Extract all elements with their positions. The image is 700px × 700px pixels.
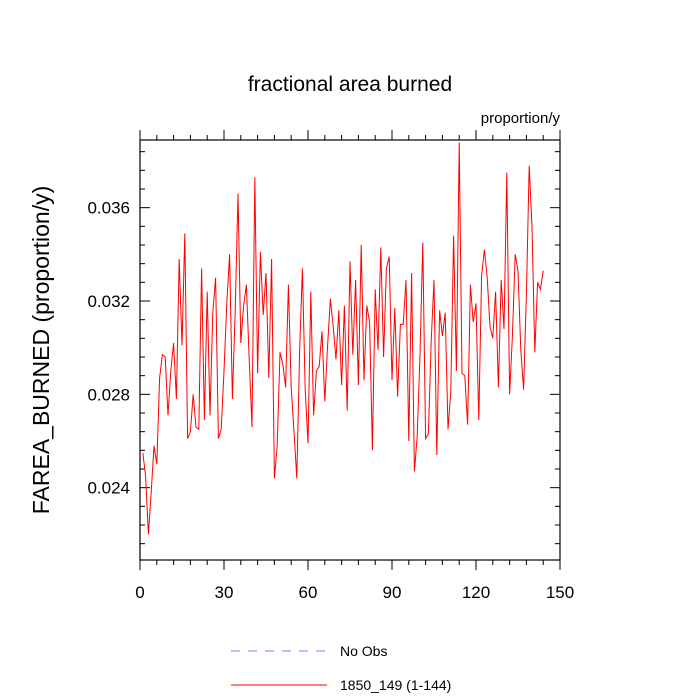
- legend: No Obs 1850_149 (1-144): [231, 643, 451, 693]
- x-tick-label: 90: [383, 583, 402, 602]
- y-tick-label: 0.028: [87, 385, 130, 404]
- y-axis-label: FAREA_BURNED (proportion/y): [28, 186, 54, 515]
- plot-frame: [139, 139, 561, 561]
- y-axis: 0.024 0.028 0.032 0.036: [87, 151, 560, 545]
- y-tick-label: 0.036: [87, 199, 130, 218]
- x-tick-label: 30: [215, 583, 234, 602]
- x-tick-label: 120: [462, 583, 490, 602]
- chart-title: fractional area burned: [248, 73, 452, 96]
- series-line: [142, 142, 544, 535]
- legend-label-no-obs: No Obs: [340, 643, 387, 659]
- x-tick-label: 150: [546, 583, 574, 602]
- y-tick-label: 0.024: [87, 479, 130, 498]
- x-tick-label: 60: [299, 583, 318, 602]
- legend-label-series: 1850_149 (1-144): [340, 677, 451, 693]
- y-tick-label: 0.032: [87, 292, 130, 311]
- x-axis: 0 30 60 90 120 150: [135, 130, 574, 602]
- x-tick-label: 0: [135, 583, 144, 602]
- units-label: proportion/y: [481, 110, 561, 127]
- series-layer: [142, 142, 544, 535]
